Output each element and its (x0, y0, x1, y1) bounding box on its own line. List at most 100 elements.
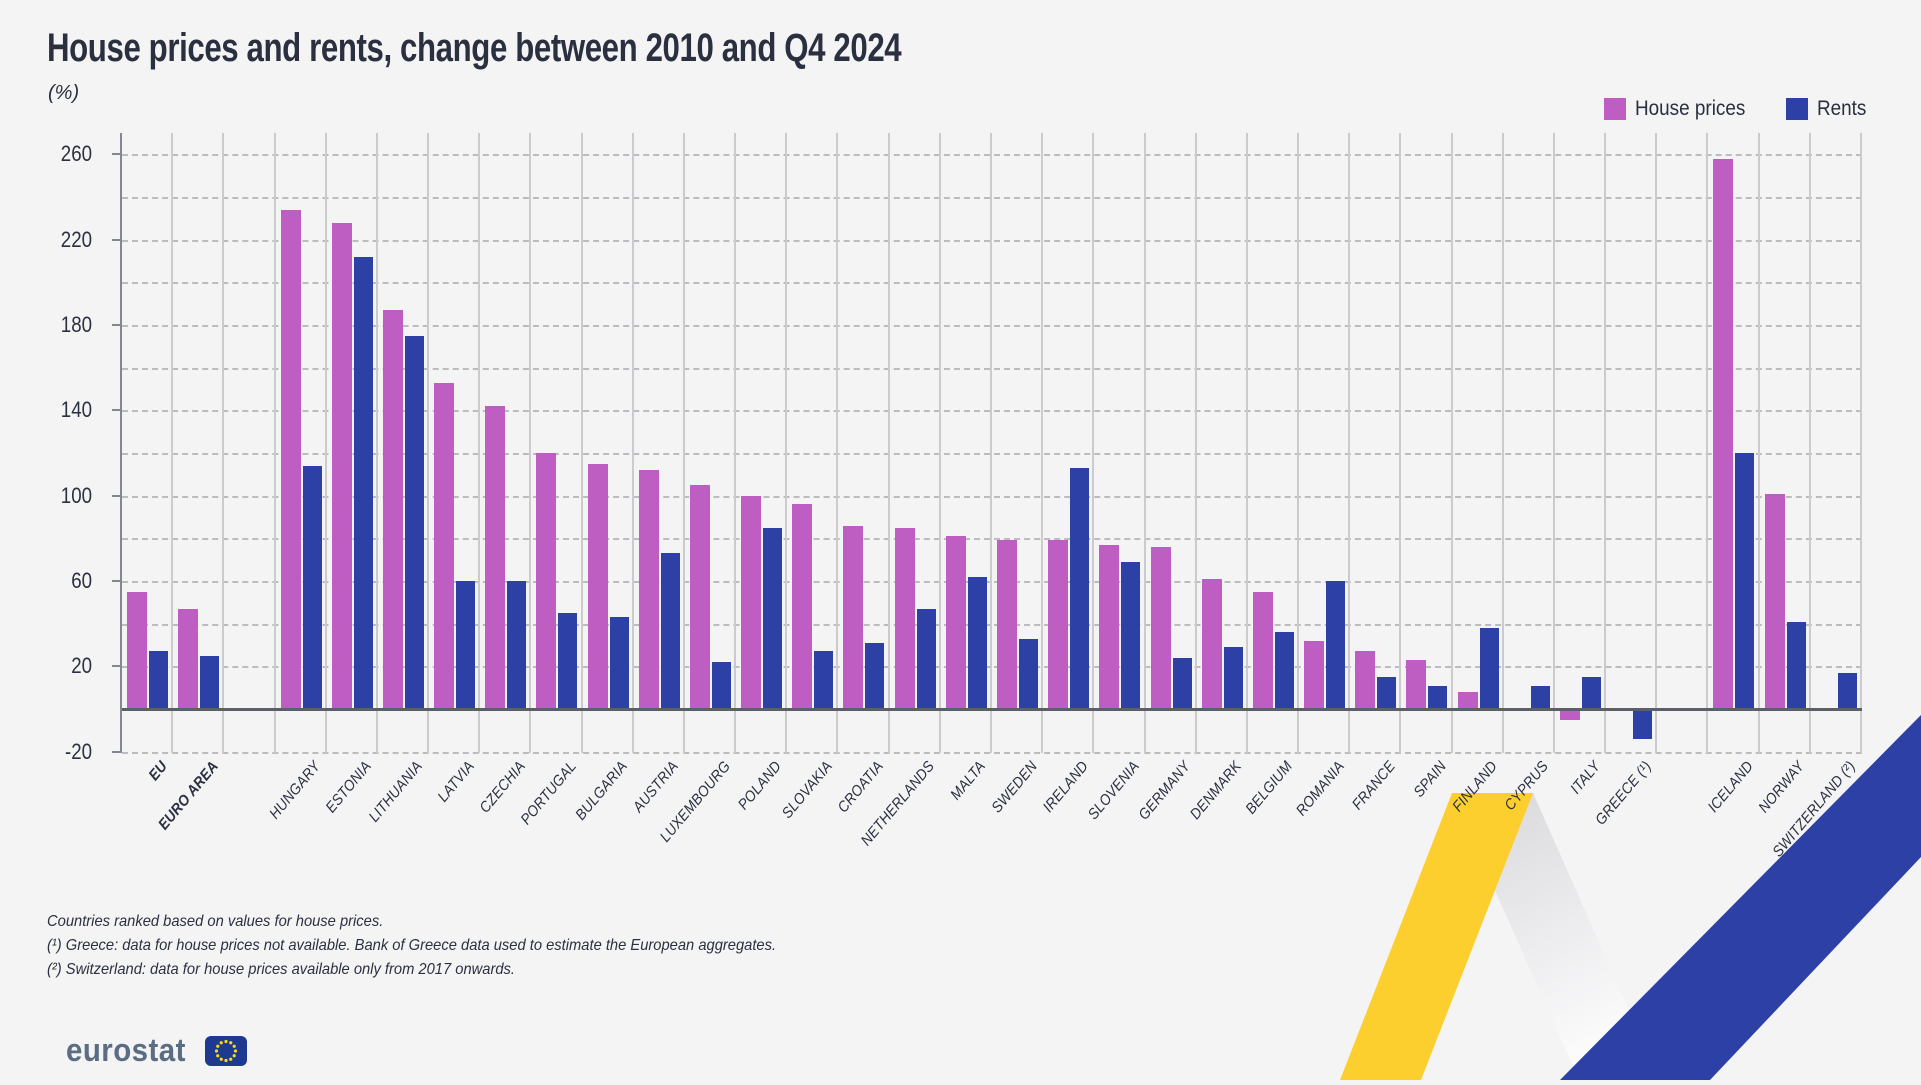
eu-flag-icon (205, 1035, 248, 1066)
bar-rents-switzerland (1837, 672, 1857, 709)
y-tick-mark-20 (112, 665, 120, 668)
bar-house-prices-slovakia (792, 504, 813, 709)
flag-star (234, 1048, 238, 1053)
bar-house-prices-sweden (997, 540, 1017, 709)
y-tick-label-140: 140 (60, 397, 92, 423)
legend-label-house-prices: House prices (1635, 97, 1746, 120)
bar-rents-croatia (865, 642, 885, 709)
gridline-60 (122, 581, 1862, 583)
gridline-240 (122, 197, 1862, 199)
footnote-line-2: (¹) Greece: data for house prices not av… (47, 937, 777, 954)
legend: House prices Rents (1604, 97, 1871, 121)
bar-house-prices-malta (945, 536, 966, 709)
flag-star (219, 1040, 224, 1044)
spacer-column (224, 133, 276, 753)
column-euro-area (173, 133, 225, 753)
y-tick-mark--20 (112, 750, 120, 753)
bar-rents-belgium (1274, 632, 1294, 709)
bar-rents-luxembourg (711, 662, 731, 709)
column-czechia (480, 133, 532, 753)
gridline-80 (122, 538, 1862, 541)
bar-house-prices-estonia (331, 222, 352, 709)
gridline-220 (122, 239, 1862, 242)
chart-title: House prices and rents, change between 2… (47, 26, 902, 70)
column-estonia (327, 133, 378, 753)
bar-house-prices-finland (1457, 691, 1478, 709)
y-tick-label--20: -20 (64, 738, 92, 764)
y-tick-mark-260 (112, 153, 120, 156)
bar-house-prices-czechia (485, 406, 506, 709)
y-tick-mark-60 (112, 580, 120, 582)
gridline--20 (122, 751, 1862, 754)
legend-item-rents: Rents (1785, 97, 1872, 121)
flag-star (219, 1057, 224, 1061)
flag-star (229, 1040, 233, 1044)
bar-house-prices-poland (741, 495, 762, 709)
gridline-260 (122, 154, 1862, 157)
bar-house-prices-lithuania (382, 310, 403, 709)
bar-house-prices-denmark (1201, 578, 1222, 709)
flag-star (215, 1048, 219, 1053)
column-lithuania (378, 133, 430, 753)
chart-unit-label: (%) (48, 82, 80, 104)
bar-house-prices-ireland (1048, 540, 1069, 709)
bar-rents-euro-area (200, 655, 220, 709)
gridline-40 (122, 623, 1862, 626)
eurostat-wordmark: eurostat (66, 1032, 186, 1068)
bar-house-prices-portugal (536, 453, 557, 709)
bar-rents-finland (1479, 627, 1499, 709)
column-france (1350, 133, 1402, 753)
bar-rents-france (1377, 677, 1397, 709)
eurostat-logo: eurostat (66, 1032, 248, 1069)
y-tick-label-180: 180 (60, 312, 92, 337)
y-tick-mark-140 (112, 409, 120, 412)
footnote-line-1: Countries ranked based on values for hou… (47, 913, 384, 930)
column-italy (1555, 133, 1607, 753)
bar-rents-denmark (1223, 647, 1243, 709)
column-finland (1453, 133, 1504, 753)
column-greece (1606, 133, 1658, 753)
column-croatia (838, 133, 890, 753)
footnotes: Countries ranked based on values for hou… (47, 910, 839, 982)
bar-house-prices-bulgaria (587, 463, 608, 709)
y-tick-mark-220 (112, 238, 120, 241)
column-norway (1760, 133, 1811, 753)
legend-swatch-house-prices (1604, 98, 1626, 120)
y-tick-label-20: 20 (71, 653, 92, 679)
bar-rents-latvia (456, 581, 476, 709)
spacer-column (1657, 133, 1709, 753)
y-tick-label-100: 100 (60, 482, 92, 508)
gridline-140 (122, 410, 1862, 413)
bar-house-prices-austria (638, 470, 659, 709)
bar-rents-slovakia (814, 651, 834, 709)
bar-rents-greece (1633, 711, 1653, 739)
bar-house-prices-hungary (280, 209, 301, 709)
column-austria (634, 133, 685, 753)
column-denmark (1197, 133, 1248, 753)
gridline-160 (122, 367, 1862, 370)
bar-rents-czechia (507, 581, 527, 709)
bar-rents-estonia (353, 256, 373, 709)
y-tick-mark-100 (112, 494, 120, 497)
column-ireland (1043, 133, 1095, 753)
bar-house-prices-germany (1150, 546, 1171, 709)
y-tick-label-260: 260 (60, 141, 92, 167)
bar-house-prices-romania (1304, 640, 1325, 709)
legend-label-rents: Rents (1816, 97, 1866, 120)
column-slovenia (1094, 133, 1146, 753)
column-eu (122, 133, 174, 753)
flag-star (229, 1057, 233, 1061)
bar-rents-hungary (302, 465, 322, 709)
flag-star (224, 1058, 228, 1062)
bar-house-prices-croatia (843, 525, 864, 709)
bar-house-prices-iceland (1713, 158, 1734, 709)
zero-axis-line (122, 708, 1862, 711)
bar-house-prices-eu (127, 591, 147, 709)
column-iceland (1708, 133, 1760, 753)
bar-rents-cyprus (1530, 685, 1550, 709)
gridline-120 (122, 453, 1862, 455)
bar-house-prices-norway (1764, 493, 1785, 709)
column-malta (941, 133, 992, 753)
column-bulgaria (583, 133, 634, 753)
column-germany (1146, 133, 1197, 753)
